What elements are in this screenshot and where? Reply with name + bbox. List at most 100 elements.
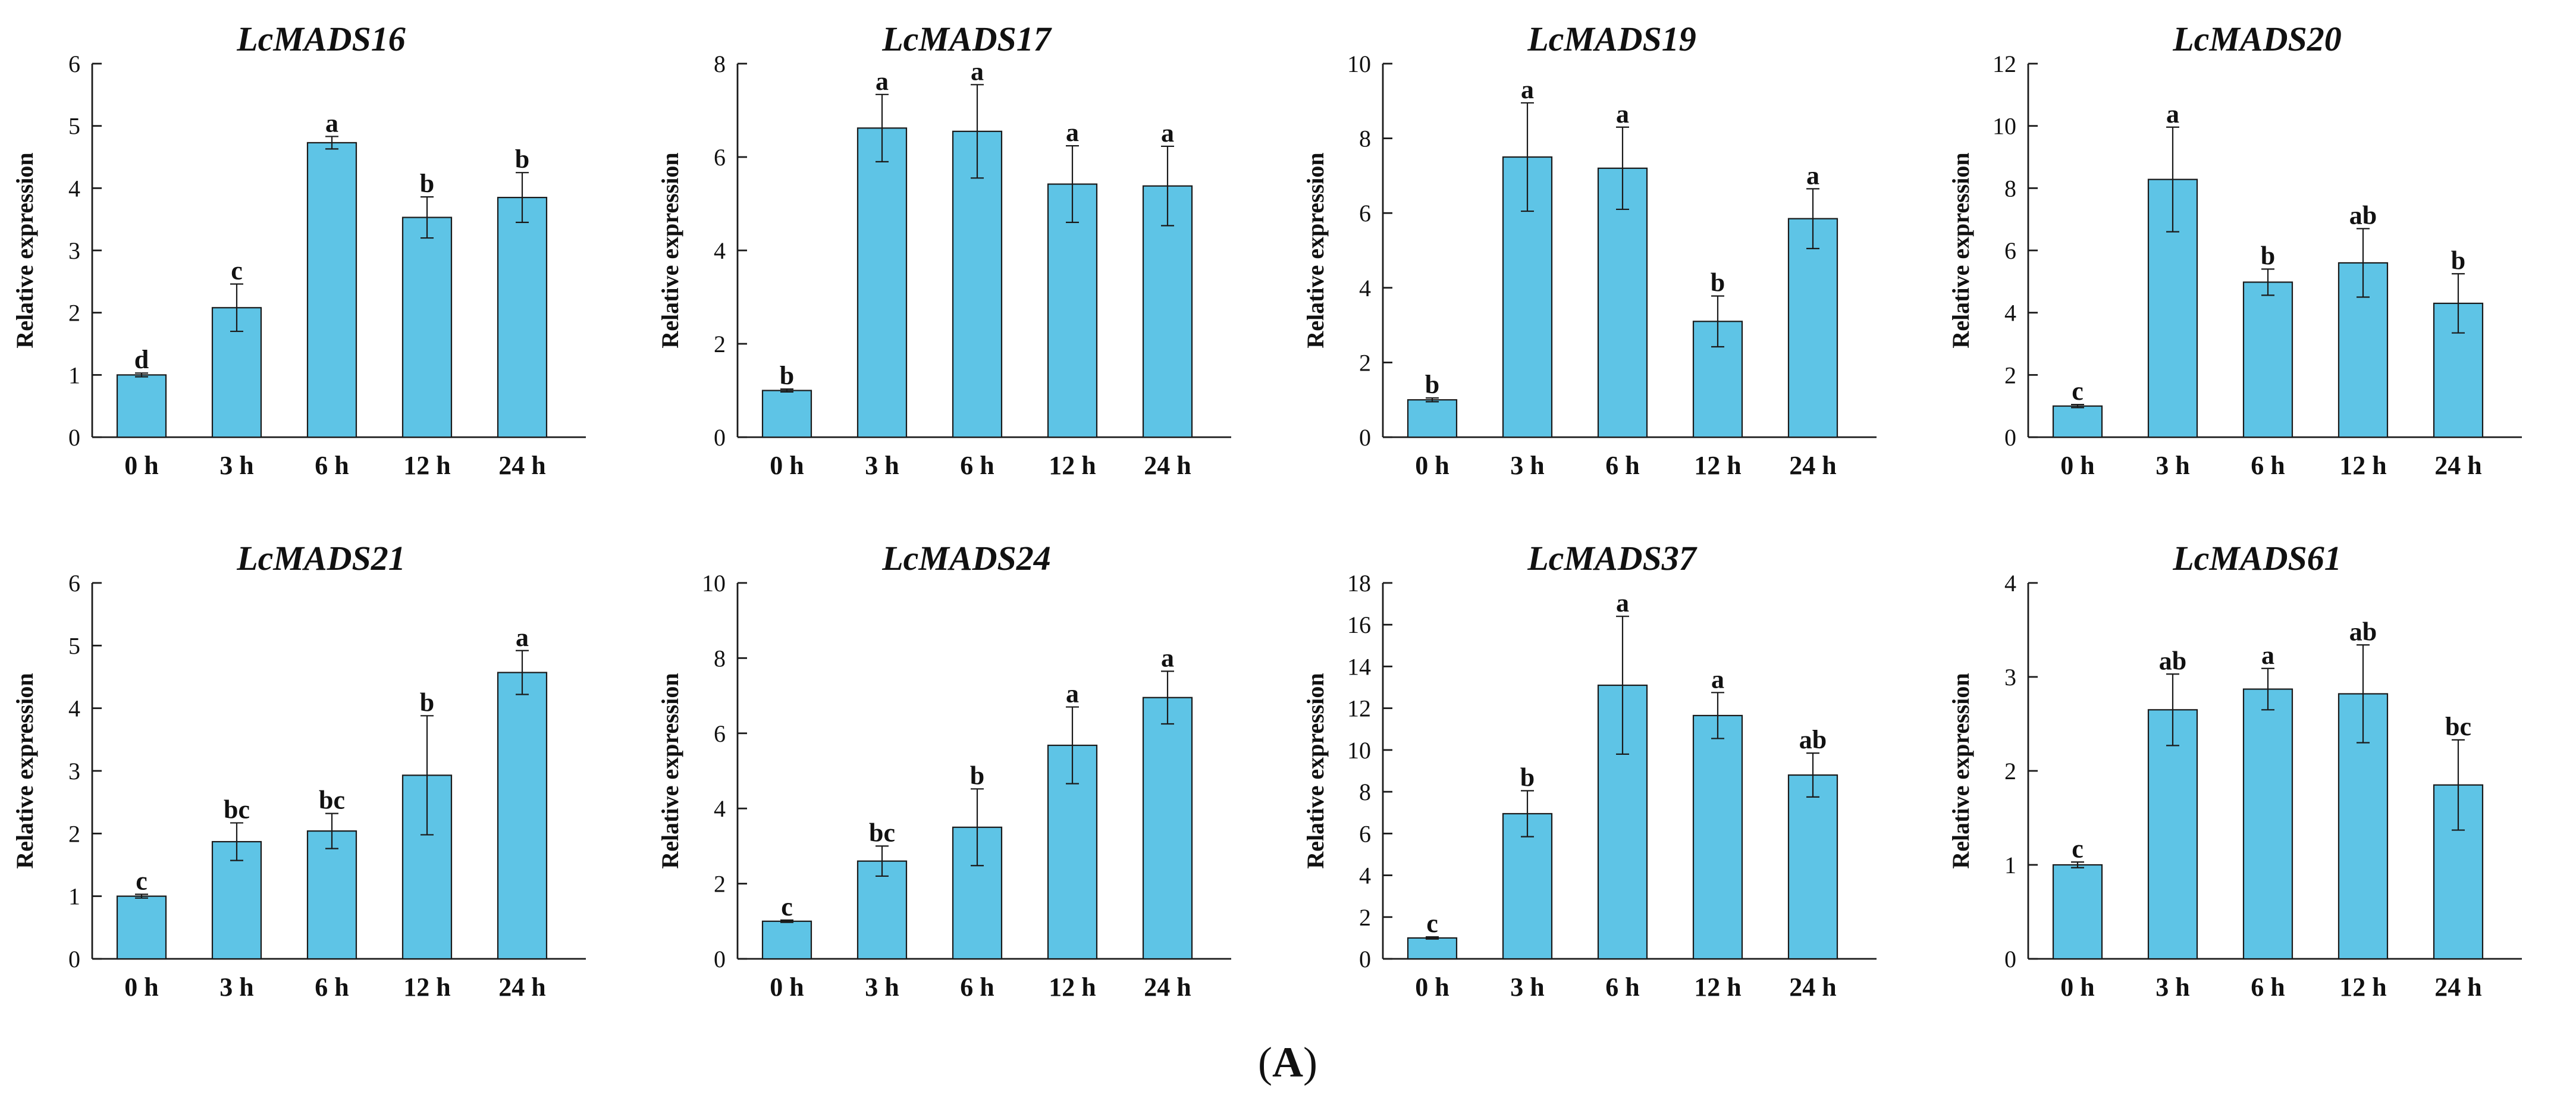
y-tick-label: 4 [1359,862,1371,889]
bar [1502,813,1553,960]
x-tick-label: 24 h [2434,973,2481,1002]
bar [856,127,908,438]
y-tick-label: 6 [68,51,80,77]
y-tick-label: 2 [68,300,80,327]
significance-label: a [1616,99,1629,128]
significance-label: ab [2349,617,2377,646]
significance-label: a [1161,118,1174,148]
significance-label: b [780,361,794,390]
significance-label: c [2072,834,2084,863]
y-tick-label: 16 [1347,611,1371,638]
significance-label: a [876,67,889,96]
y-tick-label: 8 [1359,126,1371,152]
bar [1407,937,1458,960]
y-tick-label: 0 [1359,424,1371,451]
y-tick-label: 0 [68,424,80,451]
bar [1692,714,1743,960]
bar [1047,183,1098,438]
significance-label: c [2072,377,2084,406]
significance-label: a [1066,118,1079,147]
y-tick-label: 5 [68,113,80,140]
y-tick-label: 0 [68,946,80,973]
chart-title: LcMADS21 [236,539,406,578]
y-tick-label: 8 [714,645,726,672]
significance-label: b [420,688,434,717]
y-tick-label: 8 [1359,779,1371,805]
x-tick-label: 12 h [2339,451,2386,480]
y-axis-title: Relative expression [1302,152,1329,348]
x-tick-label: 6 h [2251,973,2285,1002]
y-tick-label: 8 [2004,175,2016,202]
y-tick-label: 0 [2004,424,2016,451]
significance-label: c [1426,909,1438,938]
y-tick-label: 4 [714,237,726,264]
significance-label: c [231,256,243,286]
x-tick-label: 3 h [2155,973,2189,1002]
y-axis-title: Relative expression [11,152,38,348]
significance-label: b [515,145,529,174]
chart-panel-lcmads37: LcMADS37 Relative expression 0 2 4 6 8 10 12 14 16… [1302,539,1877,1002]
x-tick-label: 24 h [1144,973,1191,1002]
significance-label: bc [319,786,345,815]
y-tick-label: 8 [714,51,726,77]
bar [116,895,167,960]
y-axis-title: Relative expression [657,673,683,868]
significance-label: a [1711,664,1724,694]
y-tick-label: 18 [1347,570,1371,597]
x-tick-label: 3 h [219,973,253,1002]
y-axis-title: Relative expression [11,673,38,868]
x-tick-label: 0 h [770,451,804,480]
x-tick-label: 24 h [1144,451,1191,480]
y-tick-label: 12 [1993,51,2016,77]
x-tick-label: 6 h [960,973,994,1002]
y-tick-label: 4 [1359,275,1371,302]
x-tick-label: 24 h [2434,451,2481,480]
x-tick-label: 12 h [1694,973,1741,1002]
significance-label: ab [2159,646,2186,675]
bar [306,142,357,438]
x-tick-label: 0 h [2060,451,2094,480]
y-tick-label: 6 [1359,820,1371,847]
bar [116,374,167,438]
y-tick-label: 2 [2004,362,2016,388]
y-tick-label: 14 [1347,653,1371,680]
x-tick-label: 24 h [1789,973,1836,1002]
chart-panel-lcmads17: LcMADS17 Relative expression 0 2 4 6 8 b 0 h a 3 h… [657,20,1231,480]
significance-label: a [1066,679,1079,708]
bar [401,217,453,438]
x-tick-label: 6 h [1605,973,1639,1002]
y-tick-label: 10 [1347,51,1371,77]
x-tick-label: 12 h [403,451,450,480]
significance-label: bc [2445,712,2471,741]
x-tick-label: 12 h [1049,973,1096,1002]
chart-panel-lcmads16: LcMADS16 Relative expression 0 1 2 3 4 5 6 d 0 h c 3… [11,20,586,480]
x-tick-label: 12 h [403,973,450,1002]
chart-title: LcMADS17 [881,20,1052,58]
y-tick-label: 2 [1359,349,1371,376]
significance-label: a [1616,588,1629,617]
bar [2052,405,2103,438]
chart-panel-lcmads20: LcMADS20 Relative expression 0 2 4 6 8 10 12 c 0 h… [1947,20,2522,480]
y-tick-label: 5 [68,632,80,659]
y-tick-label: 4 [2004,570,2016,597]
x-tick-label: 0 h [770,973,804,1002]
bar [2052,864,2103,960]
significance-label: a [325,108,338,137]
y-tick-label: 3 [68,758,80,785]
significance-label: c [781,892,793,921]
x-tick-label: 3 h [219,451,253,480]
x-tick-label: 3 h [2155,451,2189,480]
chart-panel-lcmads19: LcMADS19 Relative expression 0 2 4 6 8 10 b 0 h a 3… [1302,20,1877,480]
bar [2242,281,2293,438]
bar [497,196,548,438]
bar [1787,774,1838,960]
y-tick-label: 0 [2004,946,2016,973]
chart-title: LcMADS24 [881,539,1051,578]
y-tick-label: 2 [1359,904,1371,931]
x-tick-label: 6 h [315,451,349,480]
y-tick-label: 6 [714,144,726,171]
chart-title: LcMADS37 [1527,539,1698,578]
significance-label: ab [1799,725,1827,754]
x-tick-label: 0 h [124,451,158,480]
bar [761,920,812,960]
